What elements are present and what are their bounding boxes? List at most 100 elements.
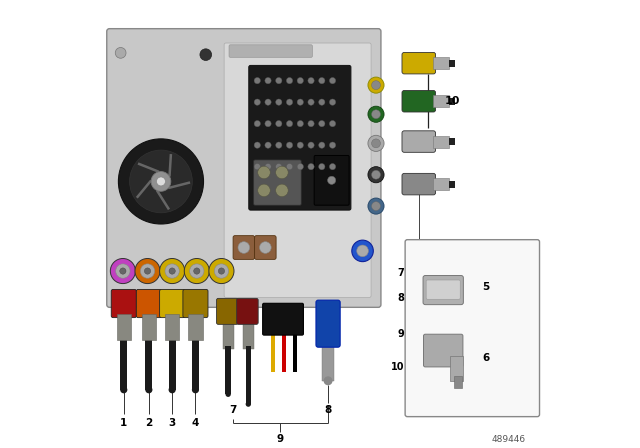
FancyBboxPatch shape (255, 236, 276, 259)
Text: 1: 1 (120, 418, 127, 428)
Circle shape (372, 202, 380, 211)
Circle shape (168, 386, 176, 393)
Circle shape (319, 164, 325, 170)
Circle shape (368, 106, 384, 122)
Circle shape (276, 121, 282, 127)
FancyBboxPatch shape (262, 303, 303, 335)
Text: 2: 2 (145, 418, 152, 428)
Bar (454, 376, 463, 388)
Circle shape (265, 99, 271, 105)
Circle shape (258, 184, 270, 197)
Bar (450, 356, 463, 381)
Circle shape (254, 142, 260, 148)
Bar (225, 346, 231, 394)
FancyBboxPatch shape (405, 240, 540, 417)
Circle shape (200, 49, 212, 60)
Bar (449, 181, 454, 188)
Circle shape (297, 121, 303, 127)
FancyBboxPatch shape (159, 289, 185, 318)
Bar (322, 343, 334, 381)
Circle shape (372, 81, 380, 90)
Bar (293, 332, 297, 372)
Circle shape (308, 164, 314, 170)
Bar (433, 178, 449, 190)
Circle shape (260, 242, 271, 254)
Circle shape (319, 99, 325, 105)
FancyBboxPatch shape (316, 300, 340, 347)
Text: 8: 8 (324, 405, 332, 415)
Bar (188, 314, 203, 340)
Circle shape (238, 242, 250, 254)
Circle shape (287, 164, 292, 170)
FancyBboxPatch shape (183, 289, 208, 318)
FancyBboxPatch shape (107, 29, 381, 307)
Text: 3: 3 (168, 418, 176, 428)
Bar (168, 336, 176, 390)
Circle shape (254, 121, 260, 127)
FancyBboxPatch shape (426, 280, 460, 299)
Circle shape (372, 110, 380, 119)
Circle shape (276, 164, 282, 170)
Circle shape (120, 268, 126, 274)
Text: 6: 6 (482, 353, 490, 363)
Circle shape (276, 142, 282, 148)
FancyBboxPatch shape (402, 90, 436, 112)
Circle shape (192, 386, 199, 393)
Circle shape (265, 121, 271, 127)
Circle shape (328, 177, 336, 185)
FancyBboxPatch shape (249, 65, 351, 210)
FancyBboxPatch shape (224, 43, 371, 297)
Circle shape (157, 177, 165, 186)
Circle shape (368, 167, 384, 183)
Circle shape (265, 164, 271, 170)
Text: 10: 10 (444, 96, 460, 106)
FancyBboxPatch shape (402, 52, 436, 74)
Bar (141, 314, 156, 340)
Circle shape (287, 121, 292, 127)
Circle shape (265, 78, 271, 84)
Circle shape (110, 258, 136, 284)
Bar (449, 60, 454, 67)
Circle shape (368, 135, 384, 151)
FancyBboxPatch shape (216, 298, 238, 324)
Circle shape (308, 78, 314, 84)
Bar (433, 57, 449, 69)
Circle shape (118, 139, 204, 224)
Bar (271, 332, 275, 372)
Circle shape (276, 99, 282, 105)
Circle shape (145, 268, 150, 274)
Circle shape (265, 142, 271, 148)
Text: 489446: 489446 (491, 435, 525, 444)
Bar (243, 320, 253, 349)
Circle shape (189, 264, 204, 278)
FancyBboxPatch shape (423, 276, 463, 305)
Circle shape (159, 258, 185, 284)
Circle shape (246, 401, 251, 407)
Bar (246, 346, 251, 404)
Circle shape (214, 264, 228, 278)
FancyBboxPatch shape (402, 173, 436, 195)
FancyBboxPatch shape (314, 155, 349, 205)
Circle shape (352, 240, 373, 262)
Circle shape (276, 166, 288, 179)
Bar (192, 336, 199, 390)
Circle shape (297, 78, 303, 84)
Circle shape (330, 78, 336, 84)
Circle shape (297, 142, 303, 148)
Bar (223, 320, 234, 349)
Bar (116, 314, 131, 340)
Circle shape (319, 78, 325, 84)
Circle shape (287, 142, 292, 148)
Circle shape (319, 142, 325, 148)
Bar (145, 336, 152, 390)
Text: 9: 9 (397, 329, 404, 339)
FancyBboxPatch shape (253, 160, 301, 205)
Circle shape (330, 164, 336, 170)
Bar (282, 332, 286, 372)
Bar (433, 136, 449, 147)
Circle shape (324, 376, 333, 385)
Text: 5: 5 (482, 282, 490, 292)
Circle shape (225, 392, 231, 397)
Circle shape (135, 258, 160, 284)
FancyBboxPatch shape (424, 334, 463, 367)
